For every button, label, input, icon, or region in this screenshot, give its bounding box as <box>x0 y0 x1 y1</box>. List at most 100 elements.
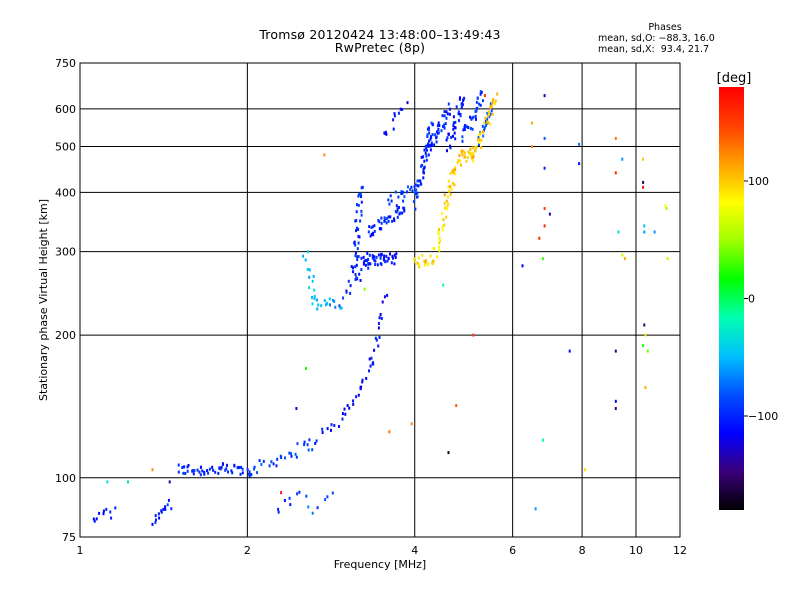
echo-point <box>393 114 396 118</box>
echo-point <box>454 137 457 141</box>
echo-point <box>211 465 214 469</box>
echo-point <box>186 469 189 473</box>
echo-point <box>341 412 344 416</box>
echo-point <box>385 132 388 136</box>
echo-point <box>393 262 396 266</box>
echo-point <box>317 303 320 307</box>
echo-point <box>354 273 357 276</box>
echo-point <box>354 243 357 247</box>
echo-point <box>463 128 466 131</box>
echo-point <box>361 185 364 189</box>
echo-point <box>438 241 441 245</box>
echo-point <box>369 262 372 266</box>
echo-point <box>413 257 416 261</box>
echo-point <box>193 469 196 472</box>
echo-point <box>333 424 336 427</box>
echo-point <box>446 149 448 153</box>
echo-point <box>342 296 345 300</box>
echo-point <box>419 179 422 183</box>
chart-subtitle: RwPretec (8p) <box>334 40 426 55</box>
echo-point <box>430 121 433 125</box>
echo-point <box>453 166 456 170</box>
echo-point <box>370 233 373 236</box>
echo-point <box>393 217 395 221</box>
echo-point <box>439 239 442 243</box>
echo-point <box>367 230 370 234</box>
echo-point <box>402 199 405 203</box>
echo-point <box>425 259 428 263</box>
echo-point <box>643 224 646 228</box>
echo-point <box>480 90 483 94</box>
echo-point <box>388 430 391 434</box>
echo-point <box>449 193 452 196</box>
echo-point <box>406 190 408 194</box>
echo-point <box>340 306 343 310</box>
echo-point <box>365 376 368 380</box>
echo-point <box>433 143 436 147</box>
echo-point <box>453 125 456 129</box>
echo-point <box>418 265 421 269</box>
echo-point <box>360 268 363 272</box>
echo-point <box>355 229 357 233</box>
echo-point <box>330 428 332 432</box>
echo-point <box>446 207 449 211</box>
echo-point <box>424 263 427 267</box>
echo-point <box>621 157 624 161</box>
echo-point <box>313 295 316 298</box>
echo-point <box>360 186 363 190</box>
echo-point <box>489 122 492 126</box>
echo-point <box>386 293 389 297</box>
echo-point <box>391 219 394 223</box>
echo-point <box>345 289 348 293</box>
phases-title: Phases <box>648 22 682 33</box>
echo-point <box>359 219 362 223</box>
echo-point <box>481 130 484 134</box>
echo-point <box>378 316 381 320</box>
echo-point <box>290 454 293 458</box>
echo-point <box>151 468 154 472</box>
echo-point <box>354 265 357 269</box>
echo-point <box>483 128 485 132</box>
echo-point <box>157 512 160 516</box>
echo-point <box>423 148 426 152</box>
echo-point <box>427 263 429 267</box>
echo-point <box>395 252 398 256</box>
echo-point <box>470 153 473 157</box>
echo-point <box>308 268 311 272</box>
echo-point <box>479 103 482 107</box>
echo-point <box>578 142 581 146</box>
echo-point <box>469 151 472 155</box>
echo-point <box>373 224 376 228</box>
echo-point <box>642 185 645 189</box>
echo-point <box>434 133 437 137</box>
echo-point <box>312 274 315 278</box>
echo-point <box>427 126 430 130</box>
echo-point <box>409 188 412 192</box>
echo-point <box>357 234 360 238</box>
echo-point <box>246 468 249 471</box>
echo-point <box>328 297 331 301</box>
echo-point <box>368 357 371 361</box>
echo-point <box>230 469 233 473</box>
echo-point <box>308 275 311 279</box>
echo-point <box>311 511 314 515</box>
echo-point <box>406 101 409 105</box>
echo-point <box>313 288 316 292</box>
echo-point <box>472 333 475 337</box>
echo-point <box>462 149 465 153</box>
echo-point <box>665 207 668 210</box>
echo-point <box>427 143 430 147</box>
echo-point <box>407 185 409 189</box>
echo-point <box>424 151 427 155</box>
echo-point <box>308 438 311 442</box>
echo-point <box>371 362 374 366</box>
echo-point <box>653 230 656 234</box>
echo-point <box>177 463 180 467</box>
echo-point <box>614 136 617 140</box>
echo-point <box>363 287 366 291</box>
echo-point <box>385 217 388 221</box>
x-tick-label: 10 <box>629 544 643 557</box>
echo-point <box>353 240 356 244</box>
echo-point <box>358 235 361 239</box>
